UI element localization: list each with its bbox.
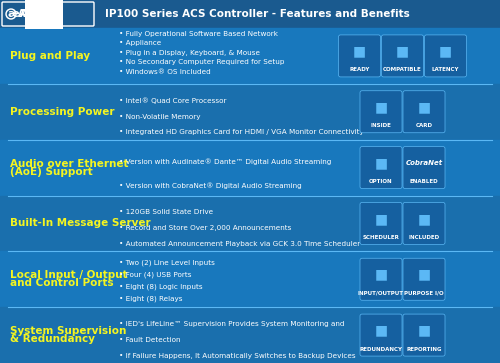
Text: • Automated Announcement Playback via GCK 3.0 Time Scheduler: • Automated Announcement Playback via GC… [119,241,360,247]
FancyBboxPatch shape [360,147,402,189]
Text: Processing Power: Processing Power [10,107,115,117]
Text: ■: ■ [374,156,388,170]
Text: • Non-Volatile Memory: • Non-Volatile Memory [119,114,200,119]
Text: & Redundancy: & Redundancy [10,334,95,344]
Text: REDUNDANCY: REDUNDANCY [360,347,403,352]
Text: • Version with Audinate® Dante™ Digital Audio Streaming: • Version with Audinate® Dante™ Digital … [119,159,332,166]
FancyBboxPatch shape [403,203,445,244]
Text: IP100 Series ACS Controller - Features and Benefits: IP100 Series ACS Controller - Features a… [105,9,410,19]
FancyBboxPatch shape [403,314,445,356]
Text: • Appliance: • Appliance [119,40,161,46]
FancyBboxPatch shape [403,147,445,189]
Text: ■: ■ [396,44,409,58]
Text: Audio over Ethernet: Audio over Ethernet [10,159,128,168]
FancyBboxPatch shape [360,314,402,356]
Bar [0,28,500,84]
Text: CARD: CARD [416,123,432,128]
Text: CobraNet: CobraNet [406,160,442,166]
Bar [0,0,500,28]
Circle shape [6,9,16,19]
Text: ■: ■ [418,100,430,114]
Text: REPORTING: REPORTING [406,347,442,352]
FancyBboxPatch shape [403,258,445,300]
Text: INPUT/OUTPUT: INPUT/OUTPUT [358,291,404,296]
Bar [0,251,500,307]
FancyBboxPatch shape [338,35,380,77]
Text: ■: ■ [374,268,388,282]
FancyBboxPatch shape [424,35,467,77]
Text: ENABLED: ENABLED [410,179,438,184]
Text: System Supervision: System Supervision [10,326,126,336]
Text: IED: IED [32,9,53,19]
Text: LATENCY: LATENCY [432,68,459,72]
Text: COMPATIBLE: COMPATIBLE [383,68,422,72]
Text: ■: ■ [418,212,430,226]
Text: Local Input / Output: Local Input / Output [10,270,128,280]
Bar [0,196,500,251]
Text: INSIDE: INSIDE [370,123,392,128]
FancyBboxPatch shape [382,35,424,77]
Text: ■: ■ [353,44,366,58]
Text: and Control Ports: and Control Ports [10,278,114,288]
Text: • Version with CobraNet® Digital Audio Streaming: • Version with CobraNet® Digital Audio S… [119,183,302,189]
Text: ■: ■ [418,268,430,282]
FancyBboxPatch shape [360,203,402,244]
Bar [0,84,500,140]
Bar [0,307,500,363]
FancyBboxPatch shape [2,2,94,26]
Text: ■: ■ [374,100,388,114]
Text: • Plug in a Display, Keyboard, & Mouse: • Plug in a Display, Keyboard, & Mouse [119,50,260,56]
Text: INCLUDED: INCLUDED [408,235,440,240]
Text: • IED's LifeLine™ Supervision Provides System Monitoring and: • IED's LifeLine™ Supervision Provides S… [119,321,344,327]
Text: Plug and Play: Plug and Play [10,51,90,61]
Text: æAtlas: æAtlas [8,9,55,19]
Text: ■: ■ [439,44,452,58]
Text: ■: ■ [374,323,388,338]
Text: • Fault Detection: • Fault Detection [119,337,180,343]
Text: SCHEDULER: SCHEDULER [362,235,400,240]
Text: • Fully Operational Software Based Network: • Fully Operational Software Based Netwo… [119,31,278,37]
Text: • Eight (8) Relays: • Eight (8) Relays [119,295,182,302]
Text: Built-In Message Server: Built-In Message Server [10,219,150,228]
Text: • Intel® Quad Core Processor: • Intel® Quad Core Processor [119,97,226,104]
Text: • If Failure Happens, It Automatically Switches to Backup Devices: • If Failure Happens, It Automatically S… [119,353,356,359]
FancyBboxPatch shape [360,258,402,300]
FancyBboxPatch shape [403,91,445,133]
Text: • Two (2) Line Level Inputs: • Two (2) Line Level Inputs [119,260,215,266]
Text: (AoE) Support: (AoE) Support [10,167,93,176]
Text: • Four (4) USB Ports: • Four (4) USB Ports [119,272,192,278]
Text: IED: IED [35,9,53,19]
Text: PURPOSE I/O: PURPOSE I/O [404,291,444,296]
Circle shape [8,11,14,17]
Text: Atlas: Atlas [18,9,46,19]
Text: • Windows® OS Included: • Windows® OS Included [119,69,211,75]
Text: • Eight (8) Logic Inputs: • Eight (8) Logic Inputs [119,283,202,290]
Text: • Integrated HD Graphics Card for HDMI / VGA Monitor Connectivity: • Integrated HD Graphics Card for HDMI /… [119,129,364,135]
Text: • 120GB Solid State Drive: • 120GB Solid State Drive [119,209,213,215]
FancyBboxPatch shape [360,91,402,133]
Bar [0,140,500,196]
Text: • No Secondary Computer Required for Setup: • No Secondary Computer Required for Set… [119,60,284,65]
Text: ■: ■ [374,212,388,226]
Text: OPTION: OPTION [369,179,393,184]
Text: ■: ■ [418,323,430,338]
Text: • Record and Store Over 2,000 Announcements: • Record and Store Over 2,000 Announceme… [119,225,292,231]
Text: READY: READY [350,68,370,72]
